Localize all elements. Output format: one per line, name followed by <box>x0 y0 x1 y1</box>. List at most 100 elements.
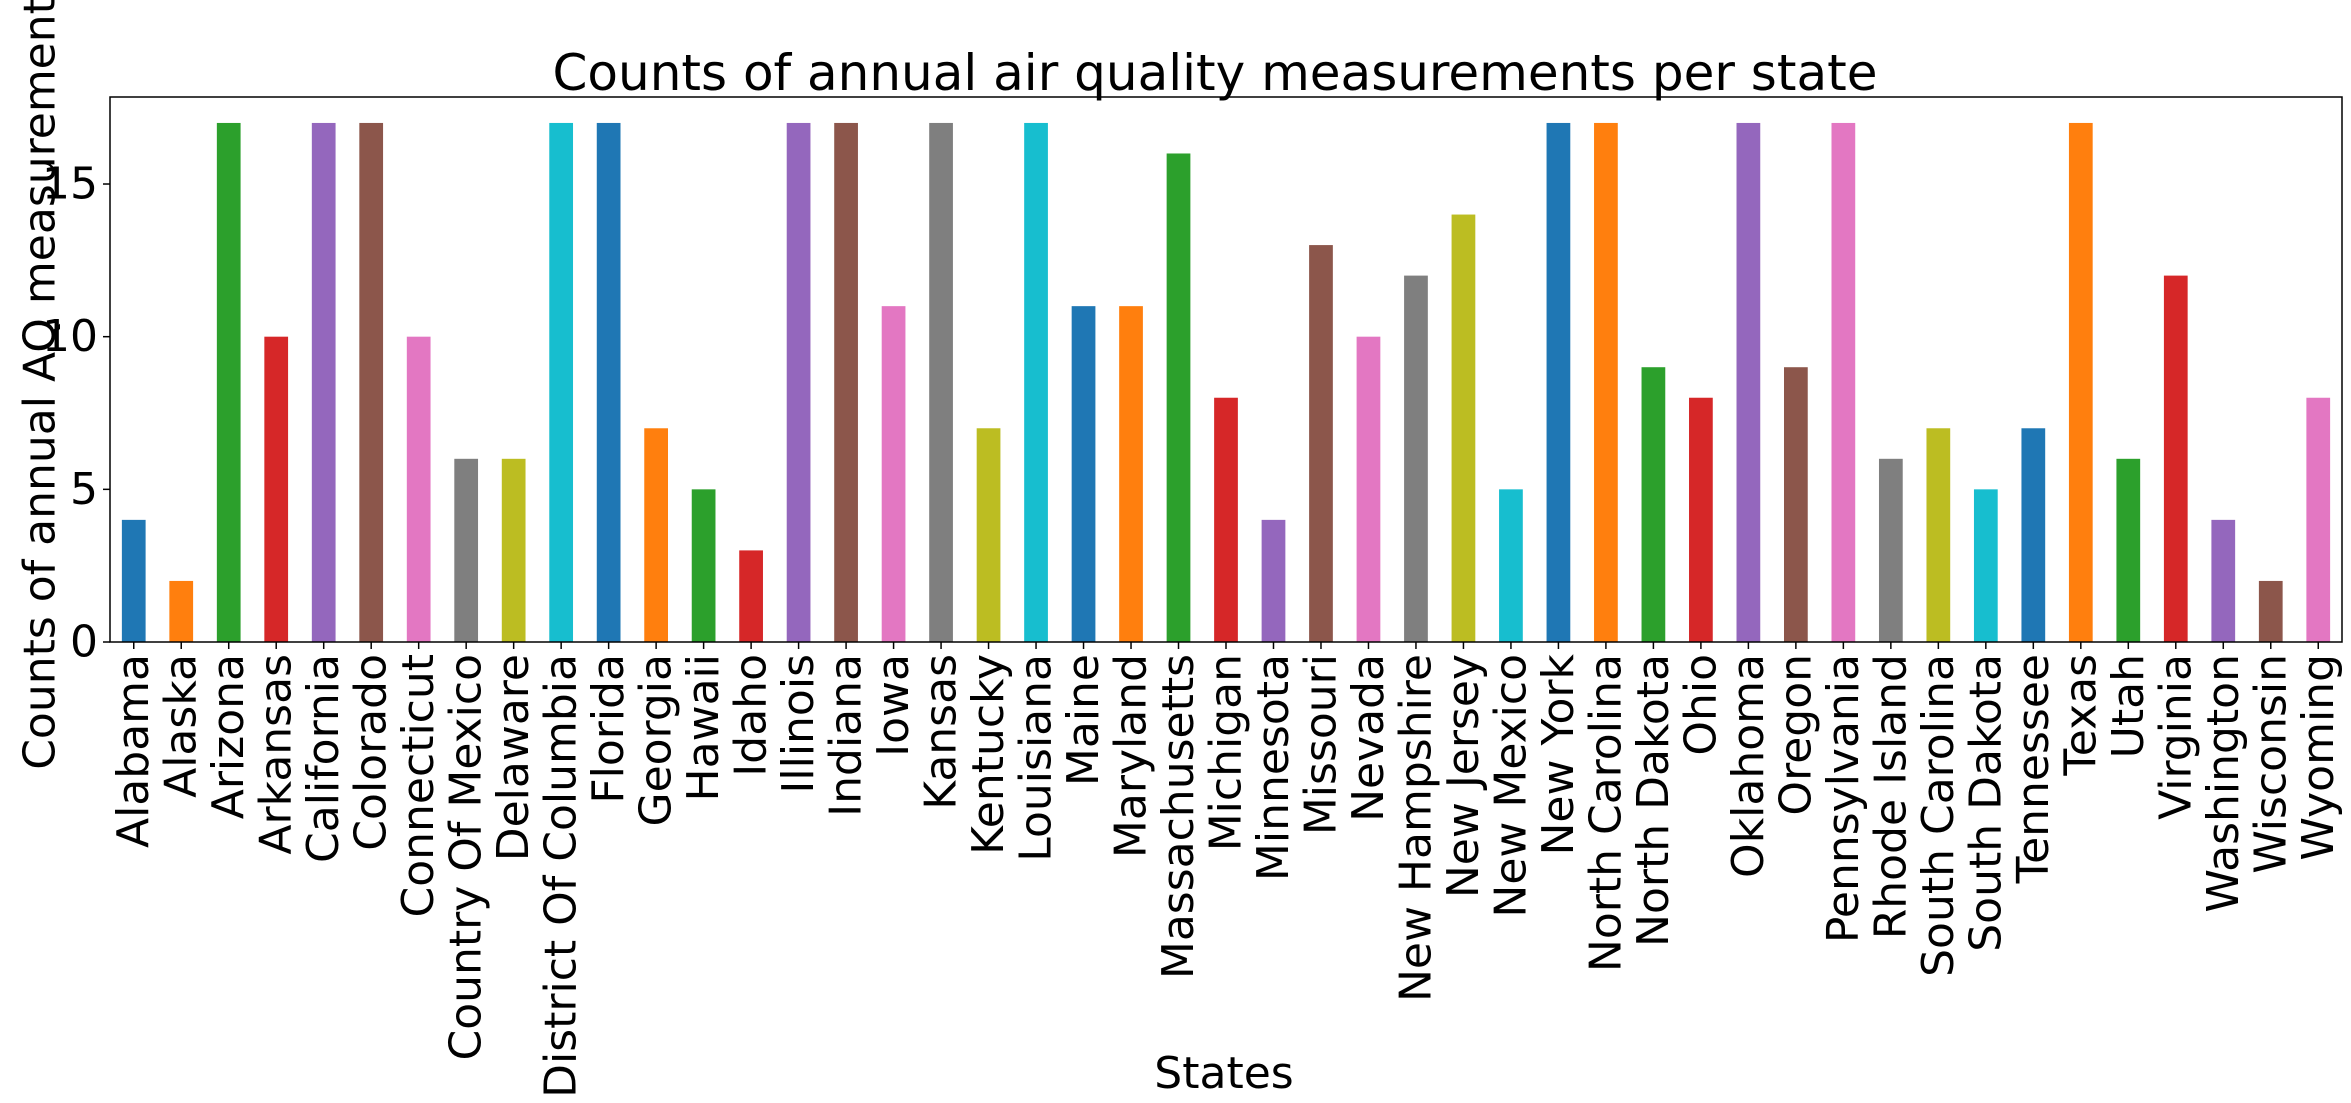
chart-title: Counts of annual air quality measurement… <box>553 44 1878 102</box>
x-tick-label-virginia: Virginia <box>2150 654 2201 820</box>
x-tick-label-alaska: Alaska <box>156 654 207 798</box>
bar-minnesota <box>1261 519 1286 642</box>
x-tick-label-new-mexico: New Mexico <box>1485 654 1536 918</box>
bar-maryland <box>1119 306 1143 642</box>
bar-oregon <box>1784 367 1808 642</box>
x-tick-label-maryland: Maryland <box>1106 654 1157 858</box>
bar-colorado <box>359 122 384 642</box>
bar-michigan <box>1214 397 1238 642</box>
bar-wisconsin <box>2258 580 2283 642</box>
y-tick-label: 0 <box>70 617 98 668</box>
x-tick-label-colorado: Colorado <box>346 654 397 851</box>
x-tick-label-wisconsin: Wisconsin <box>2245 654 2296 874</box>
bar-country-of-mexico <box>454 458 479 642</box>
x-tick-label-utah: Utah <box>2103 654 2154 758</box>
x-tick-label-tennessee: Tennessee <box>2008 654 2059 884</box>
bar-wyoming <box>2306 397 2331 642</box>
x-tick-label-nevada: Nevada <box>1343 654 1394 822</box>
x-tick-label-florida: Florida <box>583 654 634 804</box>
x-tick-label-delaware: Delaware <box>488 654 539 861</box>
bar-louisiana <box>1024 122 1048 642</box>
x-tick-label-kansas: Kansas <box>916 654 967 810</box>
x-tick-label-indiana: Indiana <box>821 654 872 817</box>
bar-new-mexico <box>1499 489 1523 642</box>
x-tick-label-rhode-island: Rhode Island <box>1865 654 1916 939</box>
bar-oklahoma <box>1736 122 1761 642</box>
bar-indiana <box>834 122 858 642</box>
bar-maine <box>1071 306 1096 642</box>
x-tick-label-texas: Texas <box>2055 654 2106 777</box>
x-axis-ticks: AlabamaAlaskaArizonaArkansasCaliforniaCo… <box>108 642 2344 1098</box>
bar-kentucky <box>976 428 1001 642</box>
bar-south-dakota <box>1973 489 1998 642</box>
x-tick-label-district-of-columbia: District Of Columbia <box>536 654 587 1098</box>
bar-alabama <box>121 519 146 642</box>
bar-new-york <box>1546 122 1571 642</box>
bar-north-carolina <box>1594 122 1618 642</box>
bar-new-hampshire <box>1404 275 1428 642</box>
y-axis-ticks: 0 5 10 15 <box>42 159 110 668</box>
bar-idaho <box>739 550 763 642</box>
x-tick-label-maine: Maine <box>1058 654 1109 786</box>
x-tick-label-new-jersey: New Jersey <box>1438 654 1489 898</box>
x-tick-label-country-of-mexico: Country Of Mexico <box>441 654 492 1061</box>
x-tick-label-washington: Washington <box>2198 654 2249 913</box>
bar-missouri <box>1309 245 1333 642</box>
bar-south-carolina <box>1926 428 1951 642</box>
x-tick-label-oregon: Oregon <box>1770 654 1821 816</box>
bar-ohio <box>1689 397 1713 642</box>
bar-iowa <box>881 306 906 642</box>
bar-texas <box>2068 122 2093 642</box>
bar-north-dakota <box>1641 367 1666 642</box>
x-tick-label-hawaii: Hawaii <box>678 654 729 801</box>
x-tick-label-minnesota: Minnesota <box>1248 654 1299 881</box>
x-tick-label-oklahoma: Oklahoma <box>1723 654 1774 878</box>
x-tick-label-massachusetts: Massachusetts <box>1153 654 1204 979</box>
x-tick-label-missouri: Missouri <box>1295 654 1346 835</box>
bars-group <box>121 122 2331 643</box>
bar-district-of-columbia <box>549 122 574 642</box>
bar-virginia <box>2163 275 2188 642</box>
bar-tennessee <box>2021 428 2046 642</box>
x-tick-label-alabama: Alabama <box>108 654 159 848</box>
bar-arizona <box>216 122 241 642</box>
bar-utah <box>2116 458 2141 642</box>
x-tick-label-illinois: Illinois <box>773 654 824 794</box>
x-tick-label-iowa: Iowa <box>868 654 919 757</box>
bar-georgia <box>644 428 668 642</box>
x-tick-label-kentucky: Kentucky <box>963 654 1014 855</box>
bar-nevada <box>1356 336 1381 642</box>
x-tick-label-ohio: Ohio <box>1675 654 1726 756</box>
bar-washington <box>2211 519 2236 642</box>
bar-illinois <box>786 122 811 642</box>
x-tick-label-idaho: Idaho <box>726 654 777 777</box>
x-tick-label-north-dakota: North Dakota <box>1628 654 1679 947</box>
x-tick-label-louisiana: Louisiana <box>1011 654 1062 862</box>
x-tick-label-south-dakota: South Dakota <box>1960 654 2011 952</box>
x-tick-label-pennsylvania: Pennsylvania <box>1818 654 1869 943</box>
bar-arkansas <box>264 336 289 642</box>
x-tick-label-connecticut: Connecticut <box>393 654 444 917</box>
bar-connecticut <box>406 336 431 642</box>
x-tick-label-north-carolina: North Carolina <box>1580 654 1631 972</box>
bar-rhode-island <box>1878 458 1903 642</box>
y-axis-label: Counts of annual AQ measurements <box>15 0 66 770</box>
x-tick-label-arizona: Arizona <box>203 654 254 819</box>
bar-florida <box>596 122 621 642</box>
y-tick-label: 10 <box>42 311 98 362</box>
x-tick-label-california: California <box>298 654 349 863</box>
x-tick-label-south-carolina: South Carolina <box>1913 654 1964 977</box>
bar-pennsylvania <box>1831 122 1856 642</box>
x-tick-label-new-york: New York <box>1533 653 1584 855</box>
x-axis-label: States <box>1154 1048 1293 1099</box>
y-tick-label: 15 <box>42 159 98 210</box>
bar-alaska <box>169 580 194 642</box>
x-tick-label-wyoming: Wyoming <box>2293 654 2344 861</box>
bar-hawaii <box>691 489 716 642</box>
x-tick-label-georgia: Georgia <box>631 654 682 827</box>
bar-delaware <box>501 458 526 642</box>
y-tick-label: 5 <box>70 464 98 515</box>
bar-new-jersey <box>1451 214 1476 643</box>
plot-frame <box>109 96 2343 643</box>
